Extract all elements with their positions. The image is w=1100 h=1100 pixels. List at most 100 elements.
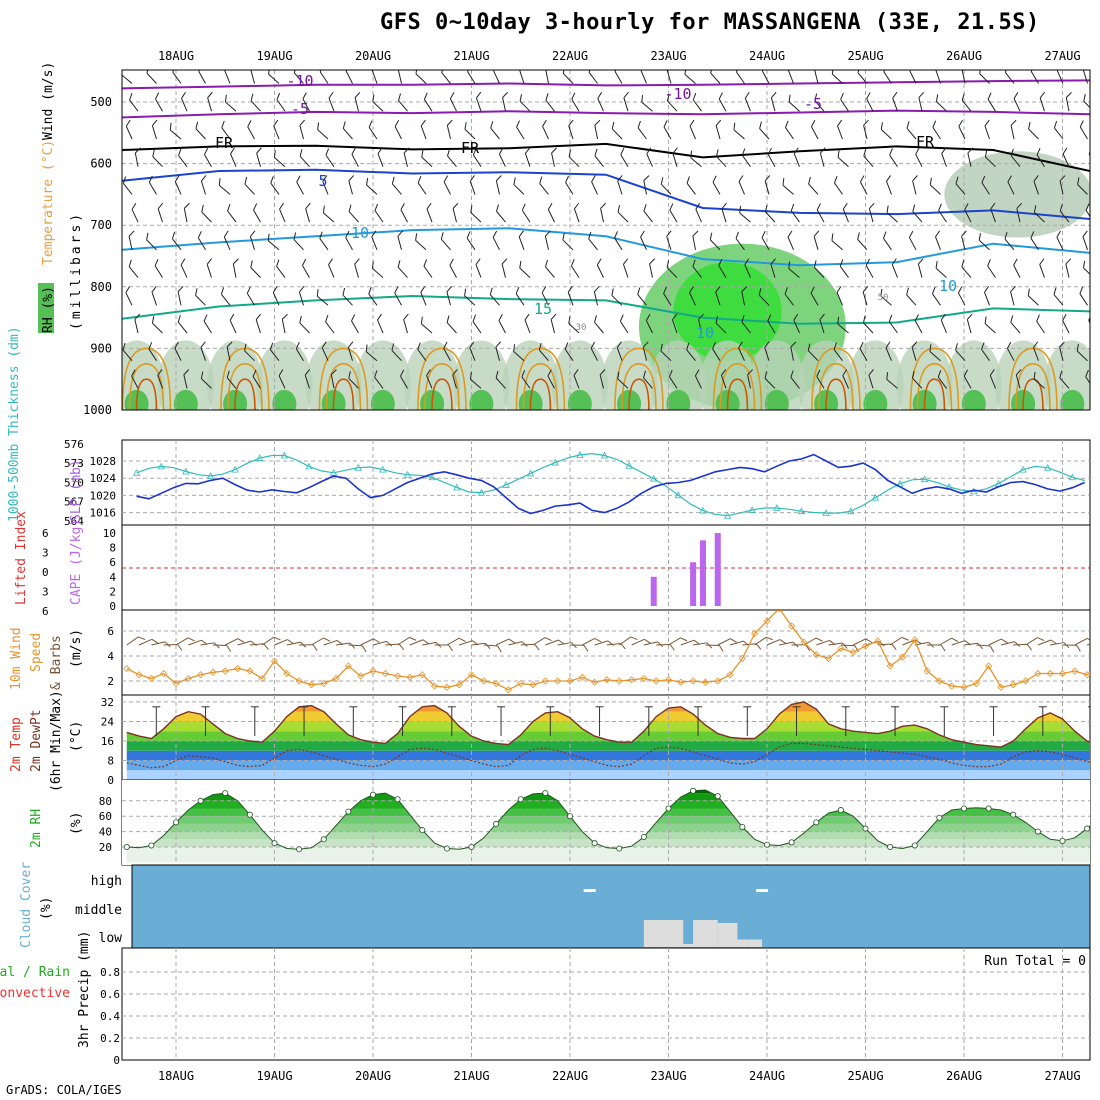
wind-barb [718, 92, 727, 112]
lifted-index-tick-label: 6 [42, 605, 49, 618]
rh-marker [345, 808, 352, 815]
wind-barb [183, 202, 190, 223]
isotherm-line [122, 294, 1090, 325]
wind-barb [1006, 341, 1015, 361]
contour-label: -10 [664, 85, 691, 103]
wind-barb [490, 121, 500, 140]
wind-barb [637, 287, 647, 306]
wind-barb [351, 314, 359, 334]
wind-barb [1082, 230, 1088, 250]
wind-barb [1077, 177, 1088, 195]
wind-speed-marker [677, 678, 685, 686]
wind-barb [764, 175, 771, 195]
wind-speed-marker [1046, 669, 1054, 678]
wind-barb [226, 341, 233, 361]
wind-barb [961, 230, 967, 250]
wind-barb [122, 342, 133, 362]
wind-barb [174, 341, 182, 361]
wind-barb [148, 175, 157, 195]
y-tick-label: 700 [90, 218, 112, 232]
wind-barb [689, 286, 696, 306]
wind-barb [270, 176, 280, 195]
wind-speed-marker [381, 669, 389, 678]
temperature-band [126, 770, 1090, 780]
wind-barb [459, 640, 479, 646]
precip-tick-label: 0.4 [100, 1010, 120, 1023]
wind-barb [976, 644, 995, 653]
wind-barb [987, 259, 996, 278]
wind-barb [317, 122, 329, 140]
wind-barb [669, 203, 678, 223]
wind-barb [421, 149, 433, 168]
date-label-top: 22AUG [552, 49, 588, 63]
wind-speed-marker [135, 671, 143, 679]
wind-barb [299, 149, 310, 168]
wind-barb [195, 288, 206, 306]
wind-barb [183, 369, 190, 389]
wind-barb [403, 147, 410, 167]
wind-barb [932, 286, 941, 306]
cloud-level-label: low [99, 931, 123, 946]
wind-barb [469, 341, 476, 361]
wind-barb [569, 644, 589, 652]
wind-barb [637, 120, 647, 140]
date-label-bottom: 18AUG [158, 1069, 194, 1083]
wind-barb [281, 313, 288, 334]
y-tick-label: 600 [90, 157, 112, 171]
wind-barb [1004, 232, 1015, 251]
wind-speed-marker [430, 682, 439, 690]
wind-barb [247, 120, 255, 140]
wind-barb [782, 177, 794, 195]
wind-barb [513, 177, 525, 195]
wind-barb [224, 94, 237, 112]
rh-marker [739, 823, 746, 830]
wind-speed-marker [812, 651, 820, 659]
wind-speed-marker [418, 671, 426, 679]
wind-barb [206, 258, 213, 278]
wind-barb [929, 177, 941, 195]
wind-barb [163, 644, 183, 651]
moist-area [863, 389, 888, 410]
wind-barb [733, 122, 745, 140]
wind-barb [906, 287, 917, 306]
surface-temp-contour [417, 347, 467, 410]
temperature-tick-label: 16 [101, 735, 114, 748]
low-cloud-bar [717, 923, 738, 947]
wind-speed-line [126, 610, 1090, 691]
wind-barb [134, 147, 141, 167]
wind-barb [885, 341, 892, 361]
wind-barb [813, 260, 825, 278]
wind-barb [374, 203, 384, 223]
wind-barb [397, 70, 404, 84]
wind-barb [668, 637, 688, 646]
lifted-index-tick-label: 3 [42, 586, 49, 599]
wind-speed-marker [147, 674, 155, 683]
slp-tick-label: 1016 [90, 507, 117, 520]
wind-barb [1025, 637, 1045, 646]
moist-area [748, 340, 805, 410]
wind-barb [837, 316, 849, 334]
wind-speed-marker [935, 677, 943, 685]
rh-marker [394, 796, 401, 803]
wind-speed-marker [369, 667, 377, 675]
wind-barb [434, 644, 454, 652]
date-label-bottom: 26AUG [946, 1069, 982, 1083]
wind-barb [837, 119, 843, 140]
wind-barb [311, 637, 331, 646]
wind-barb [551, 147, 557, 167]
wind-barb [902, 639, 922, 646]
wind-speed-marker [1071, 667, 1079, 675]
wind-speed-marker [738, 654, 746, 663]
wind-barb [562, 232, 574, 251]
date-label-bottom: 24AUG [749, 1069, 785, 1083]
wind-speed-marker [701, 678, 710, 686]
wind-barb [371, 261, 384, 278]
rh-marker [296, 846, 303, 853]
wind-barb [939, 637, 959, 646]
rh-tick-label: 60 [99, 810, 112, 823]
wind-barb [279, 202, 286, 223]
surface-temp-contour [628, 378, 650, 410]
contour-label: -5 [291, 100, 309, 118]
wind-barb [793, 313, 800, 334]
wind-barb [273, 150, 286, 168]
